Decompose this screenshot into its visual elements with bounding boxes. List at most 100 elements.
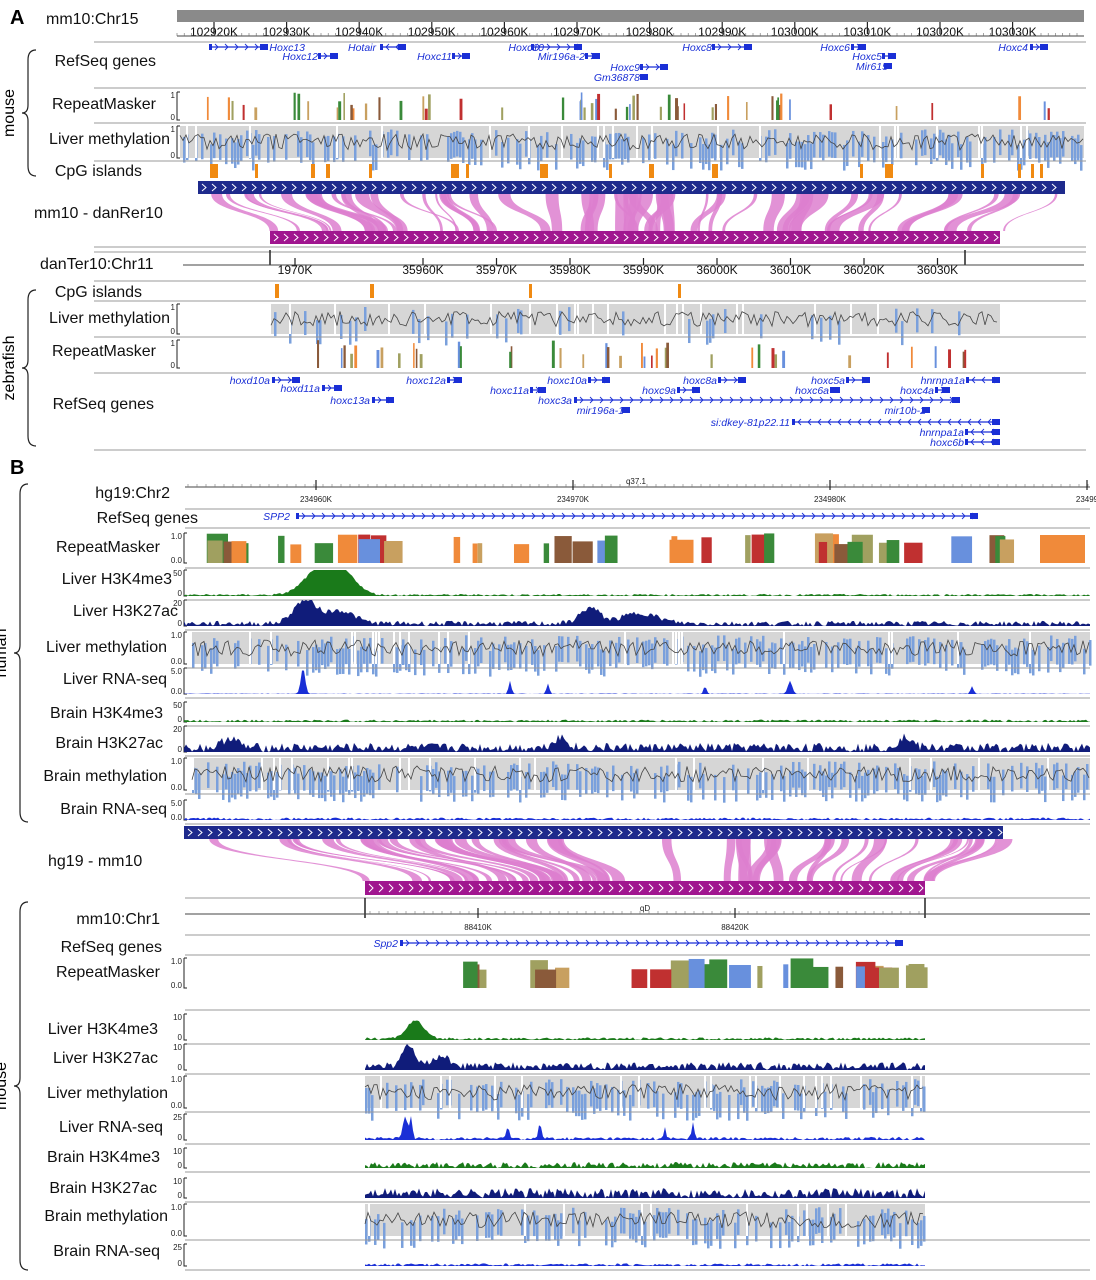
- gene-spp2-mouse-arrow: [465, 939, 470, 947]
- gene-hoxc6b-label: hoxc6b: [930, 437, 964, 449]
- chain-a-bottom-chevron: [963, 233, 969, 242]
- chain-b-top-chevron: [407, 828, 413, 837]
- b-human-liver-rna-seq: [184, 670, 1090, 694]
- a-mouse-methyl-bar: [654, 133, 657, 159]
- b-mouse-brain-methylation-bar: [659, 1211, 662, 1238]
- chain-a-ribbon: [944, 194, 1021, 231]
- a-mouse-methyl-bar: [213, 132, 216, 159]
- a-zf-repeats-repeat: [413, 343, 415, 368]
- a-mouse-methyl-bar: [900, 132, 903, 159]
- b-human-liver-methylation-bar: [1008, 639, 1011, 665]
- chain-b-top-chevron: [207, 828, 213, 837]
- a-mouse-methyl-bar: [642, 137, 645, 164]
- a-zf-methyl-bar: [568, 307, 571, 332]
- b-human-brain-methylation-bar: [936, 776, 939, 803]
- a-mouse-repeats-repeat: [727, 96, 730, 120]
- b-human-repeats-repeat: [999, 539, 1015, 563]
- chain-b-bottom-chevron: [848, 883, 854, 893]
- a-zf-methyl-gap: [682, 304, 684, 334]
- chain-a-top-chevron: [251, 183, 257, 192]
- chain-a-bottom-chevron: [473, 233, 479, 242]
- b-mouse-liver-methylation: [364, 1076, 926, 1121]
- a-mouse-methyl-bar: [525, 131, 528, 157]
- gene-spp2-mouse-arrow: [595, 939, 600, 947]
- b-mouse-liver-methylation-bar: [617, 1089, 620, 1116]
- gene-hoxd10a-exon: [272, 377, 275, 383]
- a-mouse-repeats-repeat: [683, 103, 686, 120]
- gene-spp2-mouse-arrow: [655, 939, 660, 947]
- b-human-brain-methylation-bar: [966, 774, 969, 800]
- chain-a-bottom-chevron: [713, 233, 719, 242]
- chain-a-top-chevron: [201, 183, 207, 192]
- b-human-repeat-label: RepeatMasker: [56, 539, 161, 556]
- a-mouse-methyl-bar: [1017, 144, 1020, 171]
- chain-a-bottom-chevron: [453, 233, 459, 242]
- b-human-liver-methylation-bar: [534, 646, 537, 672]
- chain-a-bottom-chevron: [353, 233, 359, 242]
- chain-b-top-chevron: [467, 828, 473, 837]
- gene-hoxc13-arrow: [224, 43, 229, 51]
- chain-a-bottom-chevron: [553, 233, 559, 242]
- chain-a-top-chevron: [481, 183, 487, 192]
- chain-b-top-chevron: [597, 828, 603, 837]
- chain-b-top-chevron: [527, 828, 533, 837]
- b-human-liver-methylation-bar: [1026, 641, 1029, 667]
- species-b-human-label: human: [0, 629, 10, 678]
- a-mouse-repeats-repeat: [711, 107, 714, 120]
- ruler-a-zf-tick: 36030K: [917, 263, 958, 277]
- gene-hoxc8a-exon: [718, 377, 721, 383]
- b-human-brain-methylation-bar: [723, 777, 726, 803]
- gene-spp2-human-arrow: [331, 512, 336, 520]
- a-mouse-methyl-bar: [609, 133, 612, 160]
- a-mouse-methyl-bar: [702, 144, 705, 170]
- b-human-liver-methylation-bar: [939, 641, 942, 668]
- gene-hoxc8-arrow: [717, 43, 722, 51]
- gene-hoxc12-exon: [330, 53, 338, 59]
- a-zf-methyl-gap: [556, 304, 558, 334]
- b-human-liver-methylation-gap: [438, 632, 440, 664]
- chain-a-top-chevron: [771, 183, 777, 192]
- b-mouse-brain-methylation-bar: [623, 1207, 626, 1234]
- gene-hoxd11a-arrow: [327, 384, 332, 392]
- gene-hoxc8-exon: [744, 44, 752, 50]
- b-human-liver-methylation-bar: [945, 645, 948, 671]
- a-mouse-methyl-bar: [1029, 133, 1032, 159]
- chain-a-bottom-chevron: [563, 233, 569, 242]
- b-mouse-liver-methylation-scale-min: 0.0: [171, 1101, 183, 1110]
- b-human-liver-methylation-bar: [480, 637, 483, 664]
- a-zf-repeat-scale-max: 1: [171, 339, 176, 348]
- b-human-brain-methylation-bar: [489, 771, 492, 798]
- a-zf-methyl-gap: [700, 304, 702, 334]
- a-zf-methyl-bar: [274, 312, 277, 337]
- b-human-liver-methylation-bar: [990, 638, 993, 665]
- chain-a-ribbon: [435, 194, 457, 231]
- gene-hoxc10a-exon: [602, 377, 610, 383]
- b-human-brain-methylation-bar: [237, 768, 240, 794]
- gene-hoxc10-exon: [574, 44, 582, 50]
- b-mouse-brain-methylation-bar: [533, 1210, 536, 1237]
- ruler-b-human-tick: 234970K: [557, 495, 590, 504]
- a-mouse-methyl-bar: [666, 138, 669, 165]
- b-human-brain-methylation-bar: [1026, 766, 1029, 792]
- gene-hoxc13a-exon: [372, 397, 375, 403]
- chain-b-top-chevron: [767, 828, 773, 837]
- b-human-brain-methylation-bar: [450, 767, 453, 793]
- a-zf-methyl-bar: [304, 311, 307, 336]
- a-mouse-methyl-bar: [453, 131, 456, 158]
- a-mouse-cpg-island: [466, 164, 469, 178]
- b-human-liver-methylation-bar: [258, 639, 261, 665]
- gene-gm36878-exon: [640, 74, 648, 80]
- a-mouse-repeats-repeat: [254, 107, 258, 120]
- chain-a-ribbon: [763, 194, 785, 231]
- b-human-liver-methylation-gap: [678, 632, 680, 664]
- gene-mir615-label: Mir615: [856, 61, 888, 73]
- b-human-brain-methylation-bar: [918, 769, 921, 795]
- b-human-brain-methylation-bar: [822, 771, 825, 798]
- b-mouse-liver-methylation-bar: [869, 1079, 872, 1105]
- chain-b-ribbon: [893, 839, 963, 881]
- chain-a-bottom-chevron: [333, 233, 339, 242]
- gene-hoxc11-exon: [462, 53, 470, 59]
- b-mouse-brain-methylation-bar: [644, 1221, 647, 1248]
- a-zf-methyl-bar: [712, 314, 715, 339]
- b-human-liver-methylation-bar: [663, 638, 666, 664]
